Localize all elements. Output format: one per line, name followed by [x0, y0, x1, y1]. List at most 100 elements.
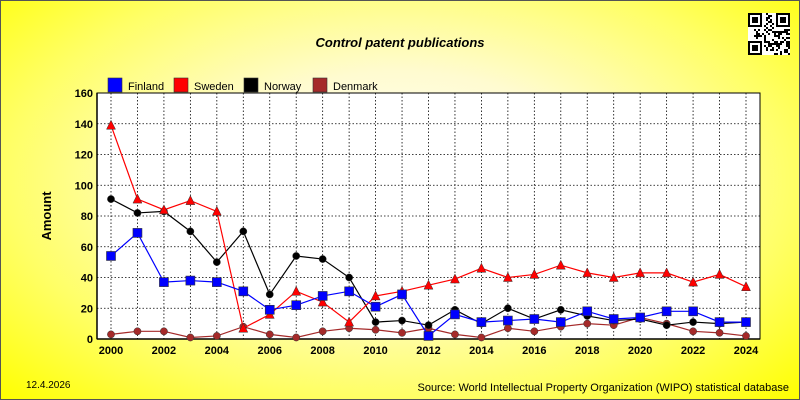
data-point: [688, 276, 698, 287]
qr-module: [766, 13, 768, 15]
data-point: [318, 255, 327, 263]
qr-module: [774, 43, 776, 45]
data-point: [423, 331, 434, 341]
qr-module: [784, 49, 786, 51]
qr-module: [784, 31, 786, 33]
qr-module: [774, 53, 776, 55]
data-point: [688, 306, 698, 317]
data-point: [582, 267, 593, 278]
qr-module: [784, 39, 786, 41]
data-point: [212, 277, 222, 287]
legend-label: Sweden: [194, 81, 234, 93]
y-tick-label: 120: [75, 150, 93, 162]
data-point: [661, 267, 672, 278]
qr-module: [766, 41, 768, 43]
data-point: [504, 324, 512, 333]
data-point: [714, 268, 725, 279]
data-point: [238, 286, 249, 297]
qr-module: [782, 41, 784, 43]
data-point: [265, 330, 274, 339]
data-point: [345, 273, 353, 282]
qr-module: [756, 31, 758, 33]
qr-module: [788, 47, 790, 49]
data-point: [451, 330, 459, 339]
qr-module: [758, 29, 760, 31]
qr-module: [764, 41, 766, 43]
x-tick-label: 2000: [99, 345, 123, 357]
data-point: [582, 306, 593, 317]
chart-title: Control patent publications: [316, 35, 485, 50]
qr-module: [756, 33, 758, 35]
qr-module: [788, 53, 790, 55]
qr-module: [770, 29, 772, 31]
qr-module: [774, 41, 776, 43]
legend-item: Finland: [107, 77, 164, 93]
data-point: [186, 333, 195, 342]
data-point: [476, 262, 487, 273]
qr-module: [772, 31, 774, 33]
qr-module: [770, 45, 772, 47]
qr-module: [788, 37, 790, 39]
data-point: [555, 259, 566, 270]
x-tick-label: 2012: [416, 345, 440, 357]
qr-module: [786, 51, 788, 53]
data-point: [608, 271, 619, 282]
x-tick-label: 2002: [152, 345, 176, 357]
qr-module: [772, 43, 774, 45]
data-point: [318, 327, 327, 336]
qr-module: [776, 49, 778, 51]
data-point: [132, 193, 143, 204]
qr-module: [782, 31, 784, 33]
gridlines: [96, 92, 760, 340]
qr-module: [768, 17, 770, 19]
legend-label: Finland: [128, 81, 164, 93]
qr-code-icon: [748, 13, 790, 55]
qr-module: [766, 17, 768, 19]
data-point: [423, 279, 434, 290]
qr-module: [778, 43, 780, 45]
data-point: [608, 314, 619, 324]
y-tick-label: 100: [75, 180, 93, 192]
data-point: [238, 322, 249, 333]
data-point: [741, 281, 751, 291]
qr-module: [776, 31, 778, 33]
qr-module: [764, 29, 766, 31]
data-point: [397, 289, 407, 300]
x-tick-label: 2018: [575, 345, 599, 357]
data-point: [530, 327, 539, 336]
x-tick-label: 2008: [310, 345, 334, 357]
qr-module: [766, 27, 768, 29]
qr-module: [764, 39, 766, 41]
qr-module: [784, 29, 786, 31]
data-point: [344, 286, 354, 297]
data-point: [292, 252, 301, 260]
qr-module: [782, 37, 784, 39]
qr-module: [770, 21, 772, 23]
qr-module: [766, 31, 768, 33]
x-tick-label: 2024: [734, 345, 759, 357]
qr-module: [754, 29, 756, 31]
qr-module: [772, 23, 774, 25]
legend-item: Denmark: [312, 77, 378, 93]
qr-module: [778, 31, 780, 33]
data-point: [264, 304, 275, 315]
data-point: [185, 275, 196, 286]
qr-module: [770, 43, 772, 45]
qr-module: [772, 49, 774, 51]
qr-module: [786, 49, 788, 51]
legend-item: Norway: [243, 77, 302, 93]
qr-module: [776, 45, 778, 47]
qr-module: [776, 35, 778, 37]
qr-module: [764, 35, 766, 37]
data-point: [211, 205, 222, 216]
data-point: [159, 204, 169, 215]
data-point: [370, 290, 381, 301]
legend-swatch: [243, 77, 259, 93]
data-point: [291, 285, 302, 296]
qr-module: [764, 25, 766, 27]
qr-module: [788, 45, 790, 47]
series-layer: [106, 119, 751, 342]
qr-module: [780, 33, 782, 35]
qr-module: [780, 51, 782, 53]
